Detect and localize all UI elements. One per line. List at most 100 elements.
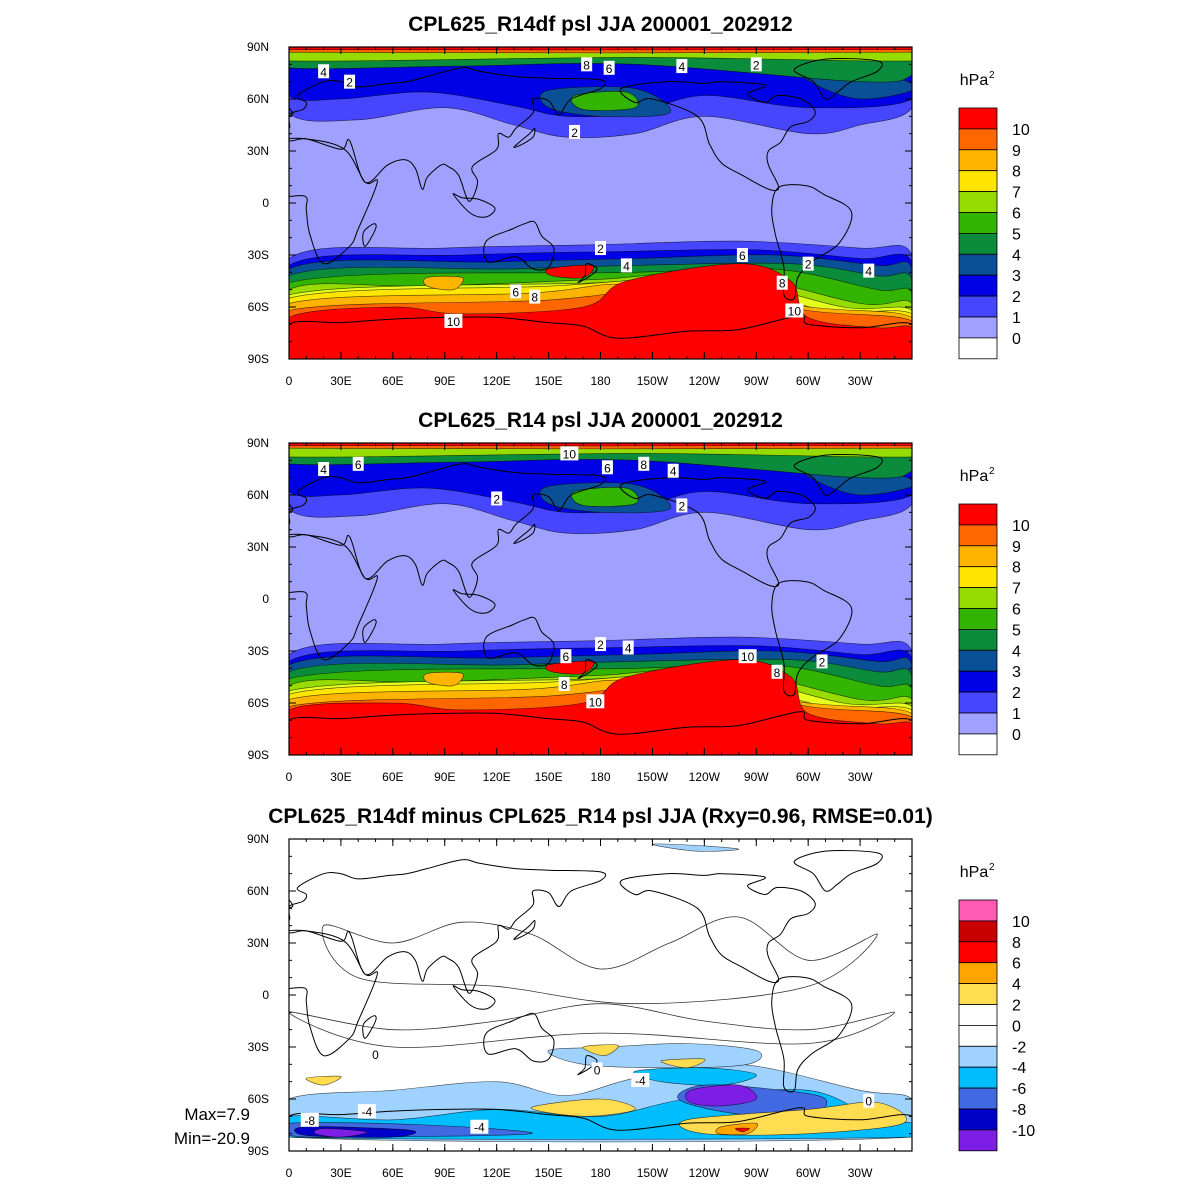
colorbar-units-exponent: 2 xyxy=(989,466,995,477)
colorbar-label-6: 4 xyxy=(1012,247,1021,264)
coastline-eurasia xyxy=(289,859,607,994)
x-tick-label-9: 90W xyxy=(744,770,769,784)
coastline-africa xyxy=(289,137,378,265)
colorbar-units-exponent: 2 xyxy=(989,862,995,873)
svg-text:4: 4 xyxy=(670,465,677,479)
field-region-11 xyxy=(305,1075,342,1086)
svg-text:2: 2 xyxy=(678,499,685,513)
contour-label-4: -4 xyxy=(357,1104,376,1119)
x-tick-label-1: 30E xyxy=(330,1166,351,1180)
colorbar-label-2: 8 xyxy=(1012,164,1021,181)
colorbar-block-6 xyxy=(958,232,998,255)
svg-text:4: 4 xyxy=(320,65,327,79)
colorbar-label-8: 2 xyxy=(1012,685,1021,702)
y-tick-label-1: 60N xyxy=(247,92,269,106)
svg-text:6: 6 xyxy=(604,461,611,475)
field-region-10 xyxy=(571,91,639,111)
coastline-eurasia xyxy=(289,463,607,598)
svg-text:10: 10 xyxy=(741,650,755,664)
contour-label-0: 0 xyxy=(370,1046,382,1062)
colorbar-label-2: 6 xyxy=(1012,956,1021,973)
colorbar-block-10 xyxy=(958,316,998,339)
contour-label-7: 2 xyxy=(676,498,688,513)
y-tick-label-1: 60N xyxy=(247,488,269,502)
colorbar-block-8 xyxy=(958,274,998,297)
colorbar-label-1: 9 xyxy=(1012,539,1021,556)
x-tick-label-5: 150E xyxy=(535,770,563,784)
contour-label-4: 8 xyxy=(638,456,650,472)
x-tick-label-9: 90W xyxy=(744,1166,769,1180)
svg-text:-4: -4 xyxy=(474,1121,485,1135)
contour-label-9: 4 xyxy=(622,640,634,656)
x-tick-label-8: 120W xyxy=(689,770,721,784)
coastline-madagascar xyxy=(362,619,377,643)
y-tick-label-6: 90S xyxy=(248,1144,269,1158)
svg-text:-8: -8 xyxy=(304,1114,315,1128)
colorbar-label-8: 2 xyxy=(1012,289,1021,306)
colorbar-block-0 xyxy=(958,503,998,526)
x-tick-label-11: 30W xyxy=(848,374,873,388)
x-tick-label-4: 120E xyxy=(483,770,511,784)
svg-text:2: 2 xyxy=(571,126,578,140)
x-tick-label-7: 150W xyxy=(637,1166,669,1180)
colorbar-units: hPa xyxy=(960,864,989,881)
svg-text:2: 2 xyxy=(597,638,604,652)
colorbar-block-9 xyxy=(958,1087,998,1110)
field-region-13 xyxy=(530,1098,636,1117)
contour-label-5: 2 xyxy=(750,57,762,72)
contour-label-8: 2 xyxy=(595,637,606,652)
colorbar-label-5: 5 xyxy=(1012,226,1021,243)
coastline-britain xyxy=(289,106,294,117)
x-tick-label-7: 150W xyxy=(637,770,669,784)
x-tick-label-5: 150E xyxy=(535,1166,563,1180)
y-tick-label-0: 90N xyxy=(247,40,269,54)
contour-label-16: 10 xyxy=(444,313,463,329)
y-tick-label-3: 0 xyxy=(262,196,269,210)
x-tick-label-0: 0 xyxy=(286,1166,293,1180)
coastline-japan xyxy=(513,523,536,545)
x-tick-label-3: 90E xyxy=(434,1166,455,1180)
contour-label-2: -4 xyxy=(631,1072,650,1088)
colorbar-label-6: 4 xyxy=(1012,643,1021,660)
colorbar-block-5 xyxy=(958,608,998,630)
colorbar-label-2: 8 xyxy=(1012,560,1021,577)
svg-text:0: 0 xyxy=(594,1064,601,1078)
x-tick-label-9: 90W xyxy=(744,374,769,388)
colorbar-block-8 xyxy=(958,670,998,693)
colorbar-label-5: 5 xyxy=(1012,622,1021,639)
colorbar-label-9: -8 xyxy=(1012,1102,1026,1119)
map-area: 0 0 -4 0 -4 -4 -8 xyxy=(289,839,912,1151)
colorbar-block-0 xyxy=(958,899,998,922)
field-region-14 xyxy=(660,1058,706,1069)
field-region-4 xyxy=(633,1067,757,1086)
x-tick-label-2: 60E xyxy=(382,374,403,388)
y-tick-label-0: 90N xyxy=(247,436,269,450)
contour-label-5: -4 xyxy=(470,1119,489,1135)
contour-label-13: 4 xyxy=(863,263,875,279)
colorbar-block-10 xyxy=(958,712,998,735)
svg-text:2: 2 xyxy=(493,492,500,506)
x-tick-label-2: 60E xyxy=(382,770,403,784)
field-region-10 xyxy=(571,487,639,507)
coastline-japan xyxy=(513,127,536,149)
x-tick-label-10: 60W xyxy=(796,770,821,784)
x-tick-label-0: 0 xyxy=(286,770,293,784)
svg-text:4: 4 xyxy=(865,265,872,279)
coastline-australia xyxy=(483,1012,555,1063)
svg-text:10: 10 xyxy=(788,304,802,318)
y-tick-label-3: 0 xyxy=(262,988,269,1002)
contour-label-0: 4 xyxy=(318,462,330,477)
svg-text:6: 6 xyxy=(739,249,746,263)
y-tick-label-3: 0 xyxy=(262,592,269,606)
coastline-greenland xyxy=(793,453,883,496)
x-tick-label-11: 30W xyxy=(848,1166,873,1180)
svg-text:2: 2 xyxy=(805,258,812,272)
colorbar-block-9 xyxy=(958,295,998,318)
field-region-16 xyxy=(735,1127,750,1133)
y-tick-label-2: 30N xyxy=(247,936,269,950)
x-tick-label-10: 60W xyxy=(796,1166,821,1180)
coastline-australia xyxy=(483,616,555,667)
colorbar-units: hPa xyxy=(960,468,989,485)
coastline-africa xyxy=(289,533,378,661)
